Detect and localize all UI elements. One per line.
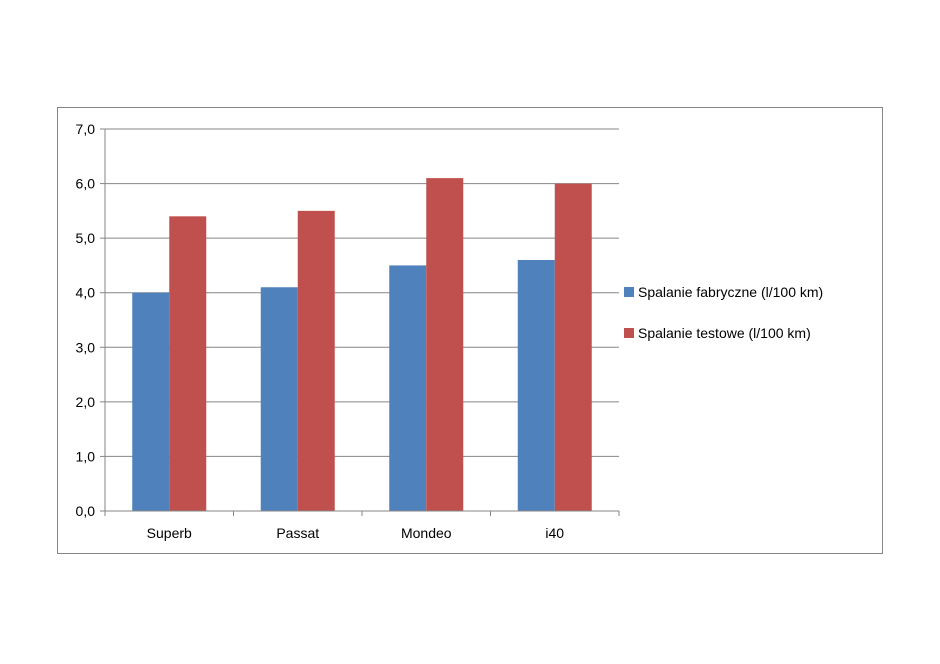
- bar-factory: [132, 292, 170, 511]
- legend-swatch-test: [624, 328, 634, 338]
- legend-item-test: Spalanie testowe (l/100 km): [624, 323, 834, 344]
- x-tick-label: i40: [545, 525, 564, 541]
- bar-factory: [260, 287, 298, 511]
- bar-factory: [389, 265, 427, 511]
- bar-test: [297, 210, 335, 511]
- y-tick-label: 0,0: [76, 503, 96, 519]
- x-tick-label: Superb: [147, 525, 192, 541]
- y-tick-label: 1,0: [76, 448, 96, 464]
- legend-label-factory: Spalanie fabryczne (l/100 km): [638, 284, 824, 300]
- y-tick-label: 5,0: [76, 230, 96, 246]
- legend: Spalanie fabryczne (l/100 km) Spalanie t…: [624, 282, 834, 364]
- legend-swatch-factory: [624, 287, 634, 297]
- legend-item-factory: Spalanie fabryczne (l/100 km): [624, 282, 834, 303]
- tick-labels: 0,0 1,0 2,0 3,0 4,0 5,0 6,0 7,0 Superb Passat Mond…: [76, 121, 565, 541]
- y-tick-label: 3,0: [76, 339, 96, 355]
- x-tick-label: Mondeo: [401, 525, 452, 541]
- y-tick-label: 6,0: [76, 176, 96, 192]
- bar-test: [426, 178, 464, 511]
- axes: [100, 128, 620, 516]
- bar-test: [169, 216, 207, 512]
- x-tick-label: Passat: [276, 525, 319, 541]
- y-tick-label: 7,0: [76, 121, 96, 137]
- y-tick-label: 4,0: [76, 285, 96, 301]
- bars: [132, 178, 592, 512]
- y-tick-label: 2,0: [76, 394, 96, 410]
- bar-test: [554, 183, 592, 512]
- legend-label-test: Spalanie testowe (l/100 km): [638, 325, 811, 341]
- bar-factory: [517, 259, 555, 511]
